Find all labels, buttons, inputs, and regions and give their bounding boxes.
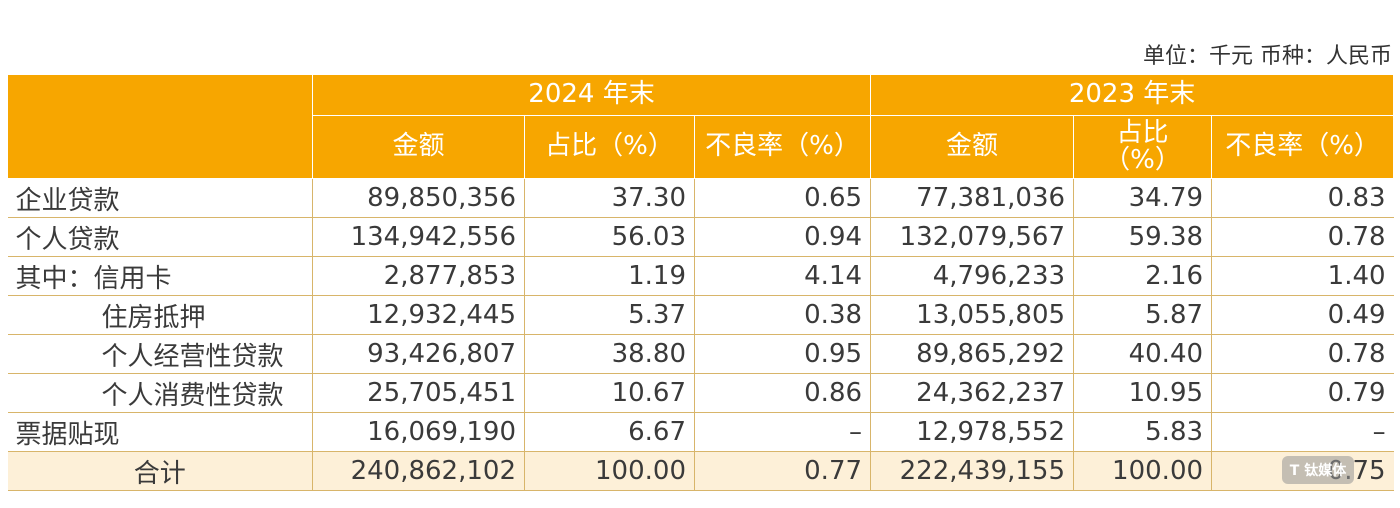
cell-share-2023: 5.83 <box>1073 412 1212 452</box>
row-label: 个人消费性贷款 <box>7 373 313 413</box>
cell-amount-2023: 89,865,292 <box>870 334 1074 374</box>
cell-npl-2023: – <box>1211 412 1394 452</box>
row-label: 企业贷款 <box>7 178 313 218</box>
cell-amount-2024: 16,069,190 <box>312 412 525 452</box>
cell-amount-2023: 24,362,237 <box>870 373 1074 413</box>
loan-table: 2024 年末 2023 年末 金额 占比（%） 不良率（%） 金额 占比（%）… <box>7 74 1395 491</box>
cell-amount-2023: 12,978,552 <box>870 412 1074 452</box>
cell-amount-2024: 25,705,451 <box>312 373 525 413</box>
cell-npl-2023: 0.78 <box>1211 217 1394 257</box>
cell-amount-2023: 77,381,036 <box>870 178 1074 218</box>
total-amount-2024: 240,862,102 <box>312 451 525 491</box>
cell-share-2023: 40.40 <box>1073 334 1212 374</box>
row-label: 个人贷款 <box>7 217 313 257</box>
cell-amount-2024: 93,426,807 <box>312 334 525 374</box>
header-year-2024: 2024 年末 <box>311 74 872 116</box>
cell-amount-2023: 132,079,567 <box>870 217 1074 257</box>
header-blank <box>7 74 313 179</box>
cell-npl-2024: 4.14 <box>693 256 871 296</box>
total-npl-2024: 0.77 <box>693 451 871 491</box>
cell-amount-2024: 2,877,853 <box>312 256 525 296</box>
table-row: 其中：信用卡 2,877,853 1.19 4.14 4,796,233 2.16 1.40 <box>7 256 1394 296</box>
cell-amount-2023: 13,055,805 <box>870 295 1074 335</box>
cell-npl-2024: 0.94 <box>693 217 871 257</box>
header-amount-2024: 金额 <box>312 115 525 179</box>
cell-share-2024: 56.03 <box>524 217 695 257</box>
row-label: 个人经营性贷款 <box>7 334 313 374</box>
total-share-2024: 100.00 <box>524 451 695 491</box>
table-row: 个人经营性贷款 93,426,807 38.80 0.95 89,865,292 40.4… <box>7 334 1394 374</box>
cell-npl-2024: 0.86 <box>693 373 871 413</box>
cell-npl-2024: 0.95 <box>693 334 871 374</box>
table-row: 企业贷款 89,850,356 37.30 0.65 77,381,036 34.79 0.… <box>7 178 1394 218</box>
total-amount-2023: 222,439,155 <box>870 451 1074 491</box>
header-amount-2023: 金额 <box>870 115 1075 179</box>
row-label: 其中：信用卡 <box>7 256 313 296</box>
table-body: 企业贷款 89,850,356 37.30 0.65 77,381,036 34.79 0.… <box>7 178 1394 491</box>
cell-npl-2023: 0.49 <box>1211 295 1394 335</box>
cell-amount-2023: 4,796,233 <box>870 256 1074 296</box>
table-row: 票据贴现 16,069,190 6.67–12,978,552 5.83– <box>7 412 1394 452</box>
cell-npl-2024: 0.38 <box>693 295 871 335</box>
cell-share-2024: 37.30 <box>524 178 695 218</box>
total-label: 合计 <box>7 451 313 491</box>
unit-note: 单位：千元 币种：人民币 <box>1143 44 1392 69</box>
table-row: 个人贷款 134,942,556 56.03 0.94 132,079,567 59.38… <box>7 217 1394 257</box>
header-year-row: 2024 年末 2023 年末 <box>7 74 1395 179</box>
cell-npl-2023: 1.40 <box>1211 256 1394 296</box>
watermark-logo: T 钛媒体 <box>1282 456 1354 484</box>
cell-amount-2024: 134,942,556 <box>312 217 525 257</box>
header-share-2024: 占比（%） <box>524 115 695 179</box>
cell-share-2024: 1.19 <box>524 256 695 296</box>
header-year-2023: 2023 年末 <box>870 74 1395 116</box>
cell-share-2024: 38.80 <box>524 334 695 374</box>
cell-npl-2024: – <box>693 412 871 452</box>
table-row: 个人消费性贷款 25,705,451 10.67 0.86 24,362,237 10.9… <box>7 373 1394 413</box>
cell-amount-2024: 12,932,445 <box>312 295 525 335</box>
cell-share-2023: 34.79 <box>1073 178 1212 218</box>
cell-share-2023: 10.95 <box>1073 373 1212 413</box>
cell-share-2024: 6.67 <box>524 412 695 452</box>
cell-share-2023: 5.87 <box>1073 295 1212 335</box>
header-share-2023: 占比（%） <box>1073 115 1213 179</box>
table-row: 住房抵押 12,932,445 5.37 0.38 13,055,805 5.87 0.49 <box>7 295 1394 335</box>
total-share-2023: 100.00 <box>1073 451 1212 491</box>
cell-npl-2023: 0.83 <box>1211 178 1394 218</box>
header-npl-2023: 不良率（%） <box>1211 115 1395 179</box>
cell-npl-2024: 0.65 <box>693 178 871 218</box>
cell-npl-2023: 0.78 <box>1211 334 1394 374</box>
total-row: 合计 240,862,102 100.00 0.77 222,439,155 100.00… <box>7 451 1394 491</box>
header-sub-row: 金额 占比（%） 不良率（%） 金额 占比（%） 不良率（%） <box>8 115 1395 179</box>
cell-npl-2023: 0.79 <box>1211 373 1394 413</box>
cell-share-2023: 59.38 <box>1073 217 1212 257</box>
header-npl-2024: 不良率（%） <box>693 115 872 179</box>
cell-amount-2024: 89,850,356 <box>312 178 525 218</box>
cell-share-2023: 2.16 <box>1073 256 1212 296</box>
row-label: 住房抵押 <box>7 295 313 335</box>
cell-share-2024: 10.67 <box>524 373 695 413</box>
row-label: 票据贴现 <box>7 412 313 452</box>
cell-share-2024: 5.37 <box>524 295 695 335</box>
